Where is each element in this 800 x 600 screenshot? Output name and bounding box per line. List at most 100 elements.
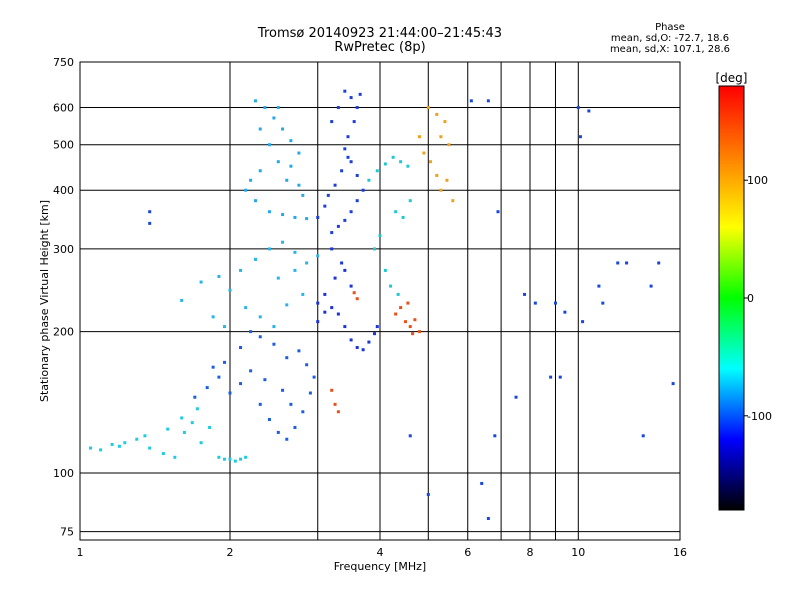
data-point	[253, 257, 257, 261]
y-tick-label: 400	[53, 184, 74, 197]
data-point	[336, 410, 340, 414]
data-point	[493, 434, 497, 438]
data-point	[272, 116, 276, 120]
data-point	[447, 143, 451, 147]
colorbar-tick-label: -100	[747, 410, 772, 423]
data-point	[533, 301, 537, 305]
data-point	[346, 135, 350, 139]
data-point	[523, 292, 527, 296]
data-point	[486, 99, 490, 103]
data-point	[373, 247, 377, 251]
data-point	[281, 388, 285, 392]
data-point	[244, 455, 248, 459]
data-point	[276, 276, 280, 280]
data-point	[343, 218, 347, 222]
plot-frame	[79, 61, 681, 541]
data-point	[349, 284, 353, 288]
colorbar-tick-label: 0	[747, 292, 754, 305]
data-point	[293, 268, 297, 272]
data-point	[289, 164, 293, 168]
data-point	[394, 312, 398, 316]
data-point	[123, 441, 127, 445]
data-point	[549, 375, 553, 379]
data-point	[340, 261, 344, 265]
data-point	[233, 459, 237, 463]
data-point	[426, 106, 430, 110]
x-tick-label: 16	[673, 546, 687, 559]
data-point	[281, 240, 285, 244]
data-point	[336, 224, 340, 228]
data-point	[316, 254, 320, 258]
data-point	[180, 416, 184, 420]
data-point	[253, 199, 257, 203]
data-point	[330, 388, 334, 392]
data-point	[601, 301, 605, 305]
data-point	[408, 325, 412, 329]
data-point	[346, 155, 350, 159]
data-point	[406, 301, 410, 305]
data-point	[581, 320, 585, 324]
data-point	[378, 234, 382, 238]
data-point	[89, 446, 93, 450]
data-point	[563, 310, 567, 314]
data-point	[367, 178, 371, 182]
data-point	[272, 342, 276, 346]
data-point	[267, 247, 271, 251]
data-point	[135, 437, 139, 441]
data-point	[355, 173, 359, 177]
data-point	[263, 106, 267, 110]
data-point	[276, 430, 280, 434]
y-tick-label: 750	[53, 56, 74, 69]
data-point	[352, 291, 356, 295]
colorbar	[718, 85, 745, 511]
data-point	[99, 448, 103, 452]
y-tick-label: 600	[53, 102, 74, 115]
data-point	[411, 332, 415, 336]
chart-subtitle: RwPretec (8p)	[334, 40, 426, 55]
data-point	[355, 346, 359, 350]
data-point	[451, 199, 455, 203]
y-tick-label: 200	[53, 326, 74, 339]
data-point	[408, 434, 412, 438]
data-point	[228, 391, 232, 395]
data-point	[267, 143, 271, 147]
data-point	[330, 120, 334, 124]
y-axis-label: Stationary phase Virtual Height [km]	[38, 200, 51, 402]
data-point	[383, 268, 387, 272]
data-point	[244, 188, 248, 192]
data-point	[352, 120, 356, 124]
data-point	[406, 164, 410, 168]
data-point	[355, 199, 359, 203]
data-point	[597, 284, 601, 288]
data-point	[358, 92, 362, 96]
data-point	[417, 135, 421, 139]
data-point	[239, 346, 243, 350]
data-point	[625, 261, 629, 265]
data-point	[641, 434, 645, 438]
data-point	[323, 292, 327, 296]
data-point	[336, 312, 340, 316]
data-point	[143, 434, 147, 438]
data-point	[223, 325, 227, 329]
data-point	[443, 120, 447, 124]
data-point	[285, 303, 289, 307]
data-point	[399, 160, 403, 164]
data-point	[349, 160, 353, 164]
data-point	[217, 375, 221, 379]
data-point	[349, 210, 353, 214]
data-point	[217, 455, 221, 459]
data-point	[323, 310, 327, 314]
data-point	[375, 169, 379, 173]
data-point	[671, 382, 675, 386]
data-point	[361, 348, 365, 352]
data-point	[258, 127, 262, 131]
data-point	[616, 261, 620, 265]
data-point	[389, 284, 393, 288]
data-point	[249, 178, 253, 182]
data-point	[293, 215, 297, 219]
data-point	[276, 106, 280, 110]
data-point	[349, 338, 353, 342]
data-point	[301, 410, 305, 414]
data-point	[343, 89, 347, 93]
